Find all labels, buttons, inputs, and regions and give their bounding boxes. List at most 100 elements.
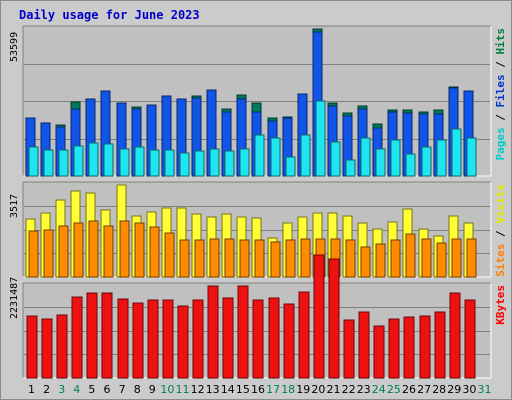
bar-pages-day-11 [179,152,190,177]
x-tick-label-12: 12 [191,383,205,396]
bar-pages-day-22 [345,159,356,177]
bar-pages-day-30 [466,137,477,177]
legend-entry: Hits [494,28,507,55]
bar-sites-day-5 [88,220,99,278]
x-tick-label-7: 7 [119,383,126,396]
bar-pages-day-28 [436,139,447,177]
legend-kbytes: KBytes [494,285,507,325]
x-tick-label-20: 20 [311,383,325,396]
bar-kbytes-day-6 [101,292,113,379]
bar-kbytes-day-23 [358,311,370,379]
bar-sites-day-1 [28,230,39,278]
x-tick-label-28: 28 [432,383,446,396]
bar-sites-day-7 [119,220,130,278]
x-tick-label-14: 14 [221,383,235,396]
legend-entry: Sites [494,244,507,277]
bar-kbytes-day-7 [117,298,129,379]
ymax-label-visits: 3517 [9,194,20,218]
x-tick-label-21: 21 [327,383,341,396]
bar-pages-day-10 [164,149,175,177]
bar-sites-day-26 [405,233,416,278]
bar-sites-day-22 [345,239,356,278]
x-tick-label-13: 13 [206,383,220,396]
bar-pages-day-18 [285,156,296,177]
legend-hits: Pages / Files / Hits [494,28,507,161]
bar-kbytes-day-14 [222,297,234,379]
ymax-label-kbytes: 2231487 [9,277,20,319]
legend-entry: Visits [494,184,507,224]
bar-kbytes-day-16 [252,299,264,379]
x-tick-label-18: 18 [281,383,295,396]
bar-pages-day-29 [451,128,462,177]
legend-entry: KBytes [494,285,507,325]
bar-sites-day-2 [43,229,54,278]
bar-sites-day-28 [436,242,447,278]
bar-sites-day-8 [134,222,145,278]
bar-kbytes-day-27 [419,315,431,379]
bar-kbytes-day-17 [268,297,280,379]
bar-kbytes-day-22 [343,319,355,379]
x-tick-label-1: 1 [28,383,35,396]
bar-kbytes-day-2 [41,318,53,379]
bar-kbytes-day-10 [162,299,174,379]
x-tick-label-11: 11 [176,383,190,396]
bar-pages-day-17 [270,137,281,177]
legend-visits: Sites / Visits [494,184,507,277]
bar-sites-day-18 [285,239,296,278]
bar-kbytes-day-20 [313,254,325,379]
bar-pages-day-19 [300,134,311,177]
x-tick-label-16: 16 [251,383,265,396]
bar-sites-day-6 [103,225,114,278]
x-tick-label-17: 17 [266,383,280,396]
bar-sites-day-14 [224,238,235,278]
bar-pages-day-20 [315,100,326,177]
bar-kbytes-day-29 [449,292,461,379]
x-tick-label-4: 4 [73,383,80,396]
bar-kbytes-day-25 [388,318,400,379]
chart-title: Daily usage for June 2023 [19,8,200,22]
bar-sites-day-27 [421,238,432,278]
bar-pages-day-16 [254,134,265,177]
bar-pages-day-1 [28,146,39,177]
x-tick-label-22: 22 [342,383,356,396]
bar-pages-day-26 [405,153,416,177]
legend-entry: Files [494,74,507,107]
bar-pages-day-4 [73,145,84,177]
legend-entry: / [494,55,507,75]
bar-sites-day-4 [73,222,84,278]
bar-pages-day-13 [209,148,220,177]
bar-kbytes-day-5 [86,292,98,379]
bar-sites-day-9 [149,226,160,278]
bar-sites-day-12 [194,239,205,278]
bar-pages-day-27 [421,146,432,177]
bar-pages-day-8 [134,146,145,177]
x-tick-label-5: 5 [88,383,95,396]
bar-kbytes-day-9 [147,299,159,379]
bar-sites-day-16 [254,239,265,278]
bar-sites-day-19 [300,238,311,278]
bar-pages-day-9 [149,149,160,177]
bar-sites-day-3 [58,225,69,278]
bar-pages-day-15 [239,148,250,177]
bar-kbytes-day-11 [177,305,189,379]
bar-sites-day-24 [375,243,386,278]
bar-kbytes-day-12 [192,299,204,379]
x-tick-label-8: 8 [134,383,141,396]
bar-pages-day-7 [119,148,130,177]
bar-kbytes-day-1 [26,315,38,379]
bar-pages-day-25 [390,139,401,177]
x-tick-label-30: 30 [462,383,476,396]
x-tick-label-9: 9 [149,383,156,396]
legend-entry: Pages [494,127,507,160]
bar-sites-day-17 [270,241,281,278]
bar-kbytes-day-26 [403,316,415,379]
bar-pages-day-12 [194,150,205,177]
legend-entry: / [494,224,507,244]
bar-sites-day-30 [466,238,477,278]
bar-sites-day-13 [209,238,220,278]
bar-kbytes-day-30 [464,299,476,379]
bar-kbytes-day-19 [298,291,310,379]
x-tick-label-24: 24 [372,383,386,396]
bar-sites-day-23 [360,246,371,278]
bar-sites-day-11 [179,239,190,278]
